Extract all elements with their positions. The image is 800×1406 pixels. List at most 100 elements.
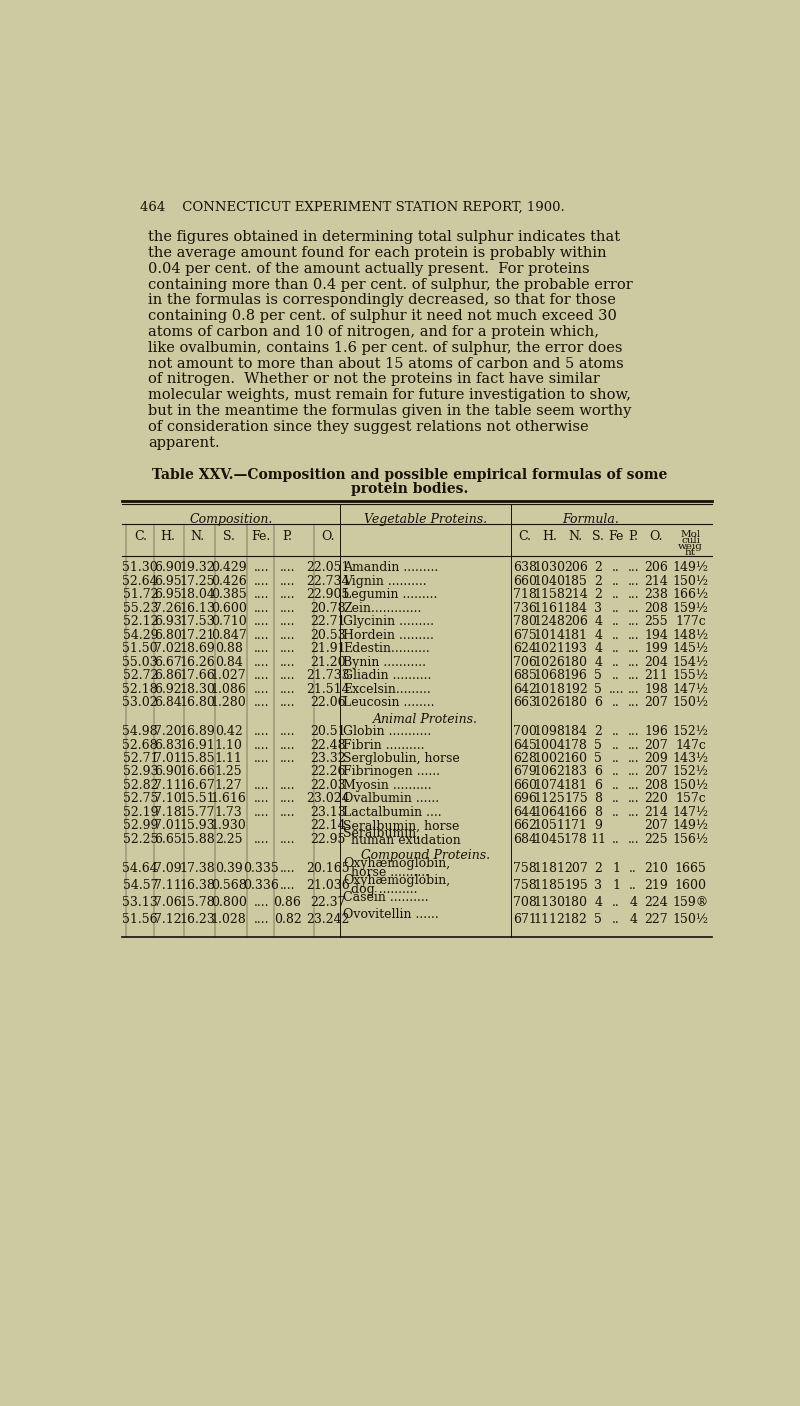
Text: 52.19: 52.19 bbox=[122, 806, 158, 818]
Text: 17.53: 17.53 bbox=[180, 616, 215, 628]
Text: ....: .... bbox=[280, 655, 295, 669]
Text: of consideration since they suggest relations not otherwise: of consideration since they suggest rela… bbox=[148, 420, 589, 433]
Text: 22.48: 22.48 bbox=[310, 738, 346, 752]
Text: 20.165: 20.165 bbox=[306, 862, 350, 875]
Text: ..: .. bbox=[612, 643, 620, 655]
Text: 219: 219 bbox=[645, 879, 668, 891]
Text: ....: .... bbox=[608, 683, 624, 696]
Text: ...: ... bbox=[627, 683, 639, 696]
Text: 160: 160 bbox=[564, 752, 588, 765]
Text: 0.335: 0.335 bbox=[243, 862, 279, 875]
Text: 23.32: 23.32 bbox=[310, 752, 346, 765]
Text: 178: 178 bbox=[564, 832, 588, 846]
Text: Lactalbumin ....: Lactalbumin .... bbox=[343, 806, 442, 818]
Text: 17.38: 17.38 bbox=[180, 862, 215, 875]
Text: 1051: 1051 bbox=[534, 820, 566, 832]
Text: 675: 675 bbox=[513, 628, 537, 641]
Text: 0.847: 0.847 bbox=[210, 628, 246, 641]
Text: ..: .. bbox=[612, 896, 620, 908]
Text: weig: weig bbox=[678, 543, 703, 551]
Text: Formula.: Formula. bbox=[562, 513, 619, 526]
Text: Zein.............: Zein............. bbox=[343, 602, 422, 614]
Text: 1185: 1185 bbox=[534, 879, 566, 891]
Text: ....: .... bbox=[254, 793, 269, 806]
Text: 5: 5 bbox=[594, 738, 602, 752]
Text: 1: 1 bbox=[612, 862, 620, 875]
Text: ...: ... bbox=[627, 561, 639, 575]
Text: ...: ... bbox=[627, 628, 639, 641]
Text: Gliadin ..........: Gliadin .......... bbox=[343, 669, 432, 682]
Text: 1.25: 1.25 bbox=[215, 765, 242, 779]
Text: 7.11: 7.11 bbox=[154, 779, 182, 792]
Text: 192: 192 bbox=[564, 683, 588, 696]
Text: 7.09: 7.09 bbox=[154, 862, 182, 875]
Text: 645: 645 bbox=[513, 738, 537, 752]
Text: ....: .... bbox=[280, 862, 295, 875]
Text: Compound Proteins.: Compound Proteins. bbox=[361, 849, 490, 862]
Text: 0.04 per cent. of the amount actually present.  For proteins: 0.04 per cent. of the amount actually pr… bbox=[148, 262, 590, 276]
Text: 4: 4 bbox=[594, 896, 602, 908]
Text: 638: 638 bbox=[513, 561, 537, 575]
Text: 182: 182 bbox=[564, 912, 588, 925]
Text: 20.51: 20.51 bbox=[310, 725, 346, 738]
Text: 8: 8 bbox=[594, 806, 602, 818]
Text: 624: 624 bbox=[513, 643, 537, 655]
Text: 150½: 150½ bbox=[673, 779, 709, 792]
Text: 178: 178 bbox=[564, 738, 588, 752]
Text: 238: 238 bbox=[645, 588, 668, 602]
Text: 17.66: 17.66 bbox=[180, 669, 215, 682]
Text: ..: .. bbox=[612, 602, 620, 614]
Text: containing 0.8 per cent. of sulphur it need not much exceed 30: containing 0.8 per cent. of sulphur it n… bbox=[148, 309, 617, 323]
Text: 22.03: 22.03 bbox=[310, 779, 346, 792]
Text: 150½: 150½ bbox=[673, 575, 709, 588]
Text: 183: 183 bbox=[564, 765, 588, 779]
Text: 52.18: 52.18 bbox=[122, 683, 158, 696]
Text: 7.12: 7.12 bbox=[154, 912, 182, 925]
Text: 214: 214 bbox=[645, 575, 668, 588]
Text: 6.95: 6.95 bbox=[154, 588, 182, 602]
Text: 1665: 1665 bbox=[674, 862, 706, 875]
Text: 16.38: 16.38 bbox=[180, 879, 215, 891]
Text: Vegetable Proteins.: Vegetable Proteins. bbox=[364, 513, 487, 526]
Text: 1181: 1181 bbox=[534, 862, 566, 875]
Text: ....: .... bbox=[280, 793, 295, 806]
Text: ...: ... bbox=[627, 669, 639, 682]
Text: 16.91: 16.91 bbox=[180, 738, 215, 752]
Text: H.: H. bbox=[161, 530, 176, 543]
Text: 18.04: 18.04 bbox=[180, 588, 215, 602]
Text: ...: ... bbox=[627, 588, 639, 602]
Text: 736: 736 bbox=[513, 602, 537, 614]
Text: 22.37: 22.37 bbox=[310, 896, 346, 908]
Text: ....: .... bbox=[280, 669, 295, 682]
Text: 21.20: 21.20 bbox=[310, 655, 346, 669]
Text: Hordein .........: Hordein ......... bbox=[343, 628, 434, 641]
Text: 16.67: 16.67 bbox=[180, 779, 215, 792]
Text: 7.20: 7.20 bbox=[154, 725, 182, 738]
Text: ....: .... bbox=[254, 896, 269, 908]
Text: 194: 194 bbox=[645, 628, 668, 641]
Text: 1014: 1014 bbox=[534, 628, 566, 641]
Text: 2: 2 bbox=[594, 725, 602, 738]
Text: 4: 4 bbox=[594, 616, 602, 628]
Text: 209: 209 bbox=[645, 752, 668, 765]
Text: Edestin..........: Edestin.......... bbox=[343, 643, 430, 655]
Text: 1098: 1098 bbox=[534, 725, 566, 738]
Text: ....: .... bbox=[254, 655, 269, 669]
Text: 22.95: 22.95 bbox=[310, 832, 346, 846]
Text: ....: .... bbox=[254, 588, 269, 602]
Text: 52.71: 52.71 bbox=[122, 752, 158, 765]
Text: ....: .... bbox=[280, 561, 295, 575]
Text: 51.30: 51.30 bbox=[122, 561, 158, 575]
Text: 17.21: 17.21 bbox=[180, 628, 215, 641]
Text: 1040: 1040 bbox=[534, 575, 566, 588]
Text: 7.18: 7.18 bbox=[154, 806, 182, 818]
Text: ...: ... bbox=[627, 575, 639, 588]
Text: ...: ... bbox=[627, 643, 639, 655]
Text: Fibrin ..........: Fibrin .......... bbox=[343, 738, 425, 752]
Text: 15.51: 15.51 bbox=[180, 793, 215, 806]
Text: ...: ... bbox=[627, 696, 639, 709]
Text: 6.83: 6.83 bbox=[154, 738, 182, 752]
Text: 52.68: 52.68 bbox=[122, 738, 158, 752]
Text: ...: ... bbox=[627, 752, 639, 765]
Text: ..: .. bbox=[612, 725, 620, 738]
